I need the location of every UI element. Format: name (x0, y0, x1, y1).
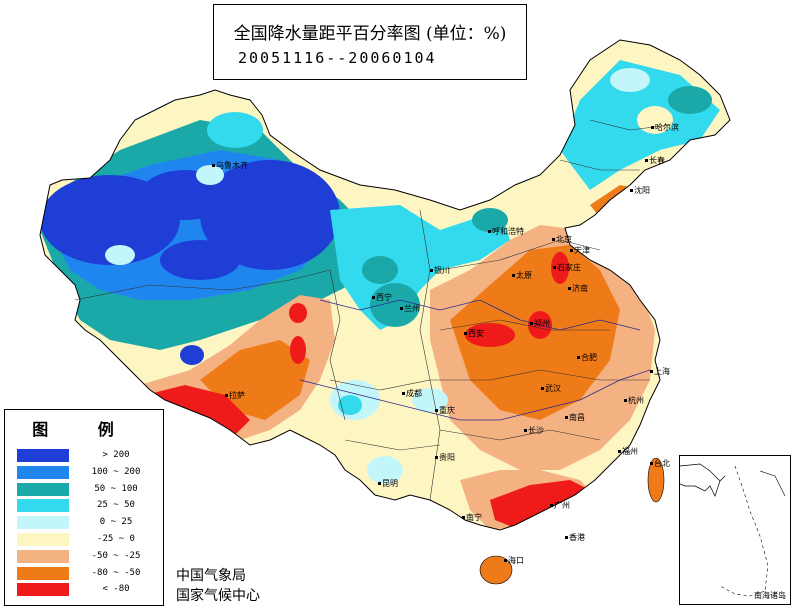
city-label: 海口 (504, 555, 524, 566)
city-label: 呼和浩特 (488, 226, 524, 237)
legend-swatch (17, 465, 69, 479)
city-label: 台北 (650, 458, 670, 469)
city-label: 哈尔滨 (651, 122, 679, 133)
legend-swatch (17, 499, 69, 513)
legend-swatch (17, 449, 69, 462)
legend-title: 图 例 (32, 420, 136, 439)
legend-range: 0 ~ 25 (99, 517, 133, 528)
city-label: 太原 (512, 270, 532, 281)
map-title-box: 全国降水量距平百分率图 (单位：%) 20051116--20060104 (213, 4, 527, 80)
legend-swatch (17, 583, 69, 597)
legend-range: 100 ~ 200 (91, 466, 141, 477)
legend-row: 50 ~ 100 (17, 482, 157, 498)
city-label: 北京 (552, 234, 572, 245)
legend-range: -25 ~ 0 (97, 534, 135, 544)
legend-row: 100 ~ 200 (17, 465, 157, 481)
city-label: 拉萨 (225, 390, 245, 401)
city-label: 西安 (464, 328, 484, 339)
legend-row: -50 ~ -25 (17, 549, 157, 565)
legend-range: 25 ~ 50 (97, 500, 135, 511)
city-label: 石家庄 (553, 262, 581, 273)
city-label: 昆明 (378, 478, 398, 489)
city-label: 银川 (430, 265, 450, 276)
legend-range: 50 ~ 100 (94, 483, 138, 494)
legend-range: -80 ~ -50 (91, 567, 141, 578)
city-label: 兰州 (400, 303, 420, 314)
city-label: 天津 (570, 245, 590, 256)
city-label: 武汉 (541, 383, 561, 394)
city-label: 南宁 (462, 512, 482, 523)
map-title: 全国降水量距平百分率图 (单位：%) (233, 24, 507, 44)
city-label: 郑州 (530, 318, 550, 329)
legend-swatch (17, 533, 69, 546)
legend-row: 0 ~ 25 (17, 515, 157, 531)
city-label: 南昌 (565, 412, 585, 423)
legend: 图 例 > 200 100 ~ 200 50 ~ 100 25 ~ 50 0 ~ 25 -… (4, 409, 164, 606)
city-label: 乌鲁木齐 (212, 160, 248, 171)
city-label: 长沙 (524, 425, 544, 436)
city-label: 杭州 (624, 395, 644, 406)
city-label: 长春 (645, 155, 665, 166)
legend-range: < -80 (102, 584, 130, 595)
inset-outline (679, 463, 786, 597)
city-label: 香港 (565, 532, 585, 543)
legend-swatch (17, 516, 69, 530)
city-label: 沈阳 (630, 185, 650, 196)
credit-cma: 中国气象局 (176, 568, 246, 584)
legend-row: > 200 (17, 448, 157, 464)
legend-swatch (17, 482, 69, 496)
city-label: 广州 (550, 500, 570, 511)
legend-swatch (17, 549, 69, 563)
legend-swatch (17, 566, 69, 580)
city-label: 上海 (650, 366, 670, 377)
legend-range: -50 ~ -25 (91, 550, 141, 561)
legend-row: -80 ~ -50 (17, 566, 157, 582)
credit-ncc: 国家气候中心 (176, 588, 260, 604)
city-label: 福州 (618, 446, 638, 457)
city-label: 贵阳 (435, 452, 455, 463)
legend-row: 25 ~ 50 (17, 498, 157, 514)
city-label: 合肥 (577, 352, 597, 363)
legend-row: < -80 (17, 582, 157, 598)
inset-label: 南海诸岛 (754, 591, 786, 600)
city-label: 西宁 (372, 292, 392, 303)
city-label: 成都 (402, 388, 422, 399)
south-china-sea-inset: 南海诸岛 (679, 455, 791, 605)
date-range: 20051116--20060104 (238, 49, 437, 67)
city-label: 重庆 (435, 405, 455, 416)
legend-range: > 200 (102, 450, 130, 460)
city-label: 济南 (568, 283, 588, 294)
legend-row: -25 ~ 0 (17, 532, 157, 548)
